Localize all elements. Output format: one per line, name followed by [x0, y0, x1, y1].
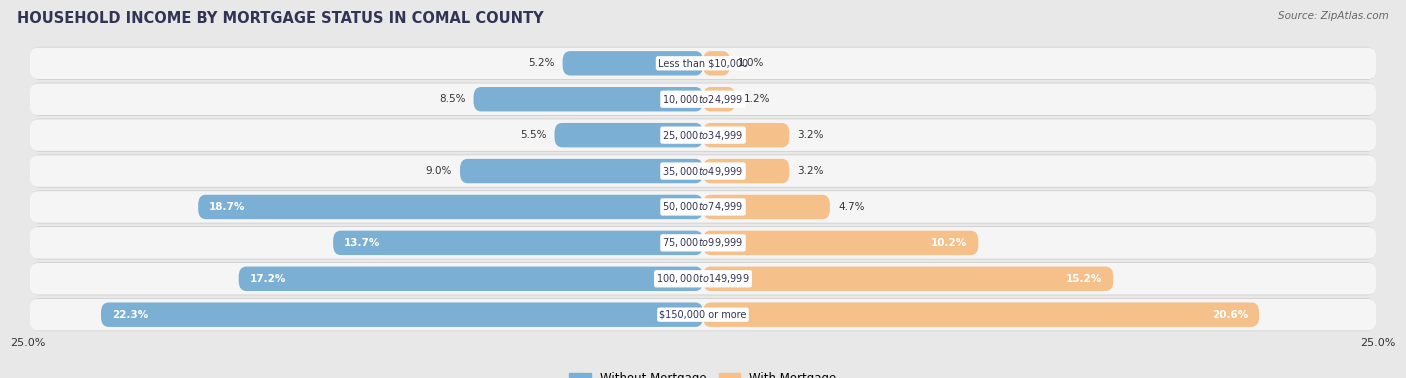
FancyBboxPatch shape [333, 231, 703, 255]
Text: 18.7%: 18.7% [209, 202, 246, 212]
FancyBboxPatch shape [101, 302, 703, 327]
Text: 5.2%: 5.2% [529, 58, 554, 68]
FancyBboxPatch shape [30, 155, 1376, 187]
FancyBboxPatch shape [30, 47, 1376, 80]
Text: HOUSEHOLD INCOME BY MORTGAGE STATUS IN COMAL COUNTY: HOUSEHOLD INCOME BY MORTGAGE STATUS IN C… [17, 11, 544, 26]
Text: 3.2%: 3.2% [797, 130, 824, 140]
FancyBboxPatch shape [30, 191, 1376, 223]
FancyBboxPatch shape [703, 123, 789, 147]
FancyBboxPatch shape [30, 155, 1376, 187]
Text: $75,000 to $99,999: $75,000 to $99,999 [662, 236, 744, 249]
FancyBboxPatch shape [30, 263, 1376, 294]
FancyBboxPatch shape [30, 298, 1376, 331]
Text: $35,000 to $49,999: $35,000 to $49,999 [662, 164, 744, 178]
Text: Source: ZipAtlas.com: Source: ZipAtlas.com [1278, 11, 1389, 21]
FancyBboxPatch shape [30, 83, 1376, 116]
Text: 8.5%: 8.5% [439, 94, 465, 104]
FancyBboxPatch shape [30, 191, 1376, 223]
Text: 13.7%: 13.7% [344, 238, 381, 248]
FancyBboxPatch shape [239, 266, 703, 291]
FancyBboxPatch shape [703, 266, 1114, 291]
Text: $50,000 to $74,999: $50,000 to $74,999 [662, 200, 744, 214]
Text: 1.2%: 1.2% [744, 94, 770, 104]
FancyBboxPatch shape [30, 84, 1376, 115]
FancyBboxPatch shape [30, 119, 1376, 151]
Text: 15.2%: 15.2% [1066, 274, 1102, 284]
Text: 17.2%: 17.2% [249, 274, 285, 284]
FancyBboxPatch shape [460, 159, 703, 183]
Text: 22.3%: 22.3% [112, 310, 148, 320]
FancyBboxPatch shape [474, 87, 703, 112]
FancyBboxPatch shape [30, 227, 1376, 259]
Legend: Without Mortgage, With Mortgage: Without Mortgage, With Mortgage [565, 367, 841, 378]
FancyBboxPatch shape [30, 226, 1376, 259]
Text: 4.7%: 4.7% [838, 202, 865, 212]
FancyBboxPatch shape [703, 87, 735, 112]
FancyBboxPatch shape [30, 299, 1376, 330]
Text: 3.2%: 3.2% [797, 166, 824, 176]
FancyBboxPatch shape [703, 51, 730, 76]
Text: $100,000 to $149,999: $100,000 to $149,999 [657, 272, 749, 285]
Text: $10,000 to $24,999: $10,000 to $24,999 [662, 93, 744, 106]
Text: $25,000 to $34,999: $25,000 to $34,999 [662, 129, 744, 142]
FancyBboxPatch shape [198, 195, 703, 219]
FancyBboxPatch shape [562, 51, 703, 76]
FancyBboxPatch shape [703, 231, 979, 255]
Text: 20.6%: 20.6% [1212, 310, 1249, 320]
Text: 1.0%: 1.0% [738, 58, 765, 68]
FancyBboxPatch shape [30, 262, 1376, 295]
Text: 9.0%: 9.0% [426, 166, 451, 176]
FancyBboxPatch shape [554, 123, 703, 147]
Text: 10.2%: 10.2% [931, 238, 967, 248]
FancyBboxPatch shape [30, 48, 1376, 79]
FancyBboxPatch shape [703, 195, 830, 219]
FancyBboxPatch shape [703, 302, 1260, 327]
Text: 5.5%: 5.5% [520, 130, 547, 140]
Text: $150,000 or more: $150,000 or more [659, 310, 747, 320]
Text: Less than $10,000: Less than $10,000 [658, 58, 748, 68]
FancyBboxPatch shape [703, 159, 789, 183]
FancyBboxPatch shape [30, 119, 1376, 152]
